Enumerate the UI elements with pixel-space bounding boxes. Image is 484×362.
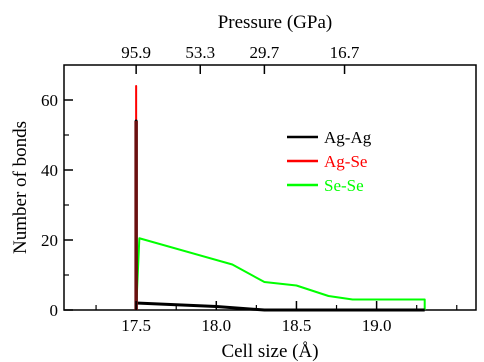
y-tick-label: 0 xyxy=(50,301,59,320)
series-line-se-se xyxy=(135,237,426,311)
legend-label: Ag-Se xyxy=(324,152,367,171)
x-axis-label: Cell size (Å) xyxy=(221,341,318,362)
top-tick-label: 95.9 xyxy=(121,43,151,62)
x-tick-label: 17.5 xyxy=(121,316,151,335)
top-axis-label: Pressure (GPa) xyxy=(218,12,333,33)
top-tick-label: 53.3 xyxy=(185,43,215,62)
series-line-ag-ag xyxy=(134,119,425,312)
y-tick-label: 60 xyxy=(41,91,58,110)
plot-frame xyxy=(63,64,477,311)
plot-border xyxy=(63,64,477,311)
series-layer xyxy=(134,85,426,312)
x-tick-label: 19.0 xyxy=(362,316,392,335)
top-tick-label: 29.7 xyxy=(250,43,280,62)
legend-label: Se-Se xyxy=(324,176,364,195)
top-tick-label: 16.7 xyxy=(330,43,360,62)
legend-label: Ag-Ag xyxy=(324,128,372,147)
y-tick-label: 40 xyxy=(41,161,58,180)
y-tick-label: 20 xyxy=(41,231,58,250)
ticks-layer: 17.5 18.0 18.5 19.0 0 20 40 60 95.9 53.3 29.7 16.7 xyxy=(41,43,458,335)
x-tick-label: 18.5 xyxy=(282,316,312,335)
legend: Ag-Ag Ag-Se Se-Se xyxy=(287,128,372,195)
y-axis-label: Number of bonds xyxy=(10,121,31,254)
x-tick-label: 18.0 xyxy=(201,316,231,335)
